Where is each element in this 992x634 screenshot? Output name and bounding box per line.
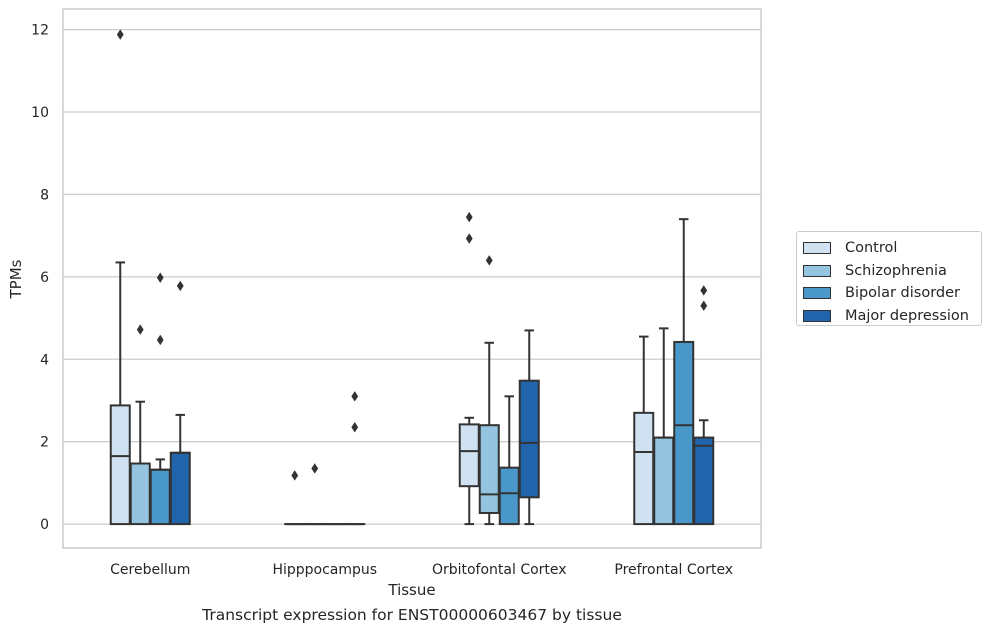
y-tick-label: 12 [31,23,49,39]
y-tick-label: 0 [40,517,49,533]
y-tick-label: 2 [40,435,49,451]
box-group [633,335,655,526]
outlier-point [156,334,164,346]
legend-label: Control [845,240,898,257]
y-axis-label: TPMs [7,259,25,299]
legend-swatch [803,309,831,322]
x-tick-label: Cerebellum [110,562,190,578]
y-tick-label: 8 [40,187,49,203]
legend-label: Bipolar disorder [845,285,960,302]
legend-swatch [803,287,831,300]
plot-frame [62,8,762,549]
outlier-point [136,324,144,335]
x-tick-label: Prefrontal Cortex [614,562,733,578]
legend-swatch [803,264,831,277]
legend-item: Major depression [803,305,981,328]
legend-item: Bipolar disorder [803,282,981,305]
box-group [284,470,306,526]
chart-caption: Transcript expression for ENST0000060346… [202,606,622,624]
y-tick-label: 4 [40,352,49,368]
box [518,379,540,499]
legend-item: Control [803,237,981,260]
box-group [478,255,500,526]
legend-label: Major depression [845,307,969,324]
y-tick-label: 10 [31,105,49,121]
legend-label: Schizophrenia [845,262,947,279]
legend-item: Schizophrenia [803,260,981,283]
box-elements [109,29,715,526]
box [633,411,655,526]
outlier-point [176,280,184,292]
box-group [129,324,151,526]
box-group [304,463,326,526]
outlier-point [700,300,708,311]
box-group [518,329,540,526]
box [129,462,151,526]
box [693,436,715,526]
box [673,340,695,526]
legend: Control Schizophrenia Bipolar disorder Majo… [796,231,982,326]
box-group [693,285,715,526]
box-group [673,218,695,526]
box-group [149,272,171,526]
box-group [344,391,366,526]
box [653,436,675,526]
outlier-point [291,470,299,481]
x-tick-label: Hipppocampus [272,562,377,578]
box [169,451,191,526]
box-group [458,211,480,526]
box-group [169,280,191,526]
box [109,404,131,526]
box [498,466,520,526]
x-tick-labels: Cerebellum Hipppocampus Orbitofontal Corte… [110,562,733,578]
outlier-point [311,463,319,474]
legend-swatch [803,242,831,255]
outlier-point [351,391,359,402]
box [458,423,480,488]
outlier-point [700,285,708,296]
x-tick-label: Orbitofontal Cortex [432,562,567,578]
outlier-point [116,29,124,40]
outlier-point [485,255,493,266]
outlier-point [351,422,359,433]
box [149,468,171,526]
box-group [498,395,520,526]
box-group [653,327,675,526]
box [478,424,500,514]
y-tick-label: 6 [40,270,49,286]
y-tick-labels: 0 2 4 6 8 10 12 [31,23,49,533]
outlier-point [465,233,473,244]
x-axis-label: Tissue [387,581,435,599]
outlier-point [156,272,164,283]
outlier-point [465,211,473,223]
